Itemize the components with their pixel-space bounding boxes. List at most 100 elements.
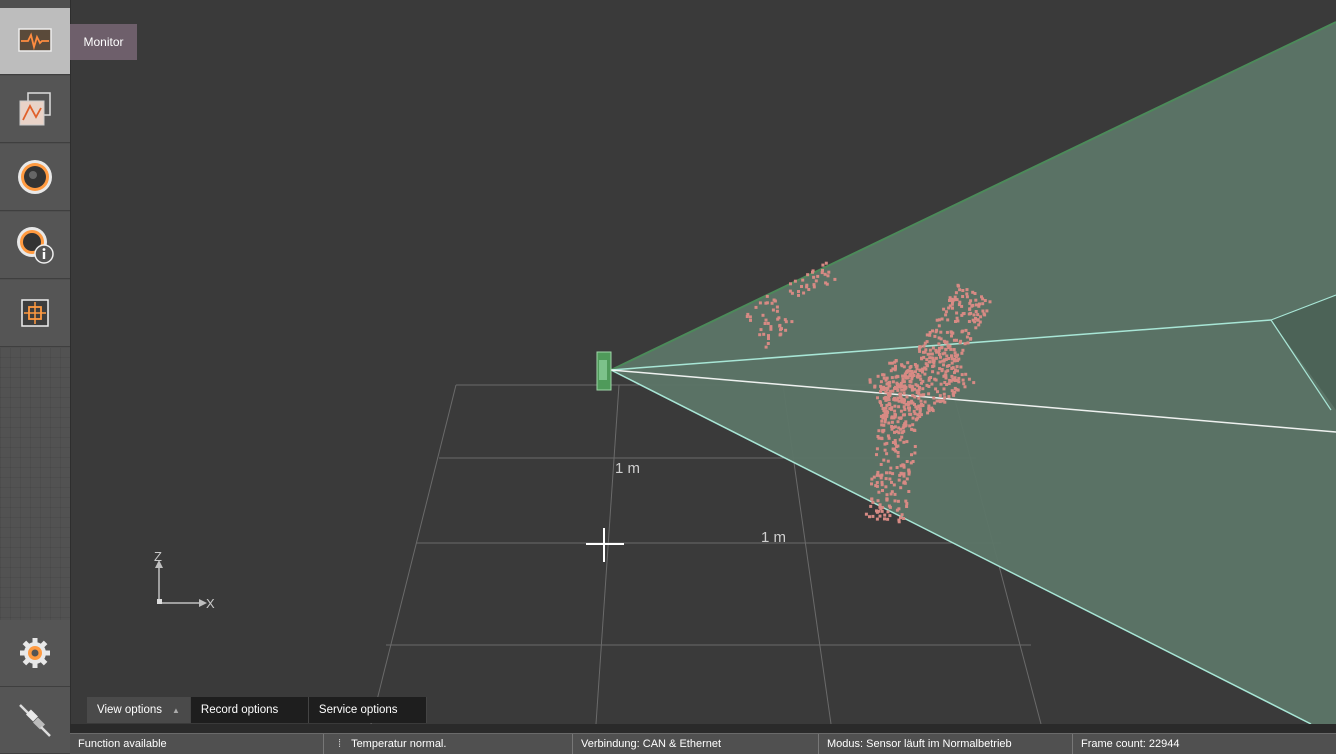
sidebar-item-calibration[interactable] xyxy=(0,280,70,347)
point xyxy=(961,312,965,316)
point xyxy=(956,353,959,357)
point xyxy=(913,451,917,455)
point xyxy=(820,271,824,275)
point xyxy=(936,371,940,375)
sidebar-item-chart[interactable] xyxy=(0,76,70,143)
point xyxy=(927,404,931,408)
point xyxy=(933,401,937,405)
point xyxy=(919,413,923,417)
point xyxy=(903,408,907,411)
monitor-tooltip: Monitor xyxy=(70,24,137,60)
point xyxy=(961,348,965,352)
point xyxy=(937,324,941,328)
tab-record-options[interactable]: Record options xyxy=(190,697,309,723)
point xyxy=(763,322,767,325)
point xyxy=(920,356,923,360)
point xyxy=(931,409,935,413)
3d-viewport[interactable]: 1 m 1 m xyxy=(71,0,1336,724)
point xyxy=(894,375,898,379)
sensor-model[interactable] xyxy=(596,351,612,391)
point xyxy=(934,330,938,334)
point xyxy=(806,273,810,277)
point xyxy=(888,403,892,407)
point xyxy=(973,292,977,295)
point xyxy=(913,412,917,416)
point xyxy=(916,389,919,393)
point xyxy=(773,299,777,303)
point xyxy=(924,348,928,352)
scene-canvas[interactable]: 1 m 1 m xyxy=(71,0,1336,724)
point xyxy=(905,477,909,481)
point xyxy=(908,412,912,416)
point xyxy=(956,369,959,373)
point xyxy=(918,407,922,411)
calibration-target-icon xyxy=(21,299,49,327)
point xyxy=(888,361,892,365)
point xyxy=(901,377,905,381)
point xyxy=(950,361,954,365)
tab-service-options[interactable]: Service options xyxy=(308,697,427,723)
sidebar-item-settings[interactable] xyxy=(0,620,70,687)
point xyxy=(883,517,886,521)
point xyxy=(932,364,936,368)
point xyxy=(893,404,897,408)
point xyxy=(881,416,885,420)
point xyxy=(927,409,931,413)
point xyxy=(893,368,897,372)
point xyxy=(901,374,905,378)
point xyxy=(953,351,957,355)
point xyxy=(975,303,978,307)
point xyxy=(893,440,897,444)
status-function-text: Function available xyxy=(78,738,167,750)
point xyxy=(968,307,972,311)
tab-view-options[interactable]: View options ▲ xyxy=(87,697,191,723)
point xyxy=(864,512,868,516)
point xyxy=(918,368,922,372)
point xyxy=(983,299,987,302)
point xyxy=(917,396,921,400)
status-function: Function available xyxy=(70,734,324,754)
point xyxy=(907,406,910,410)
point xyxy=(827,270,831,274)
point xyxy=(880,436,883,440)
sidebar-item-sensor-info[interactable] xyxy=(0,212,70,279)
point xyxy=(884,406,888,410)
point xyxy=(880,423,884,427)
point xyxy=(971,290,975,294)
point xyxy=(949,347,953,351)
point xyxy=(950,297,953,301)
point xyxy=(912,428,916,432)
point xyxy=(802,291,806,295)
point xyxy=(918,374,922,378)
sidebar-item-sensor[interactable] xyxy=(0,144,70,211)
point xyxy=(944,313,948,317)
sidebar-item-monitor[interactable] xyxy=(0,8,70,75)
point xyxy=(943,400,947,404)
point xyxy=(868,515,871,519)
point xyxy=(893,430,896,434)
point xyxy=(767,337,770,340)
point xyxy=(890,425,894,428)
point xyxy=(943,396,947,400)
point xyxy=(871,514,875,518)
point xyxy=(825,282,829,286)
point xyxy=(784,320,788,324)
point xyxy=(902,474,906,478)
point xyxy=(816,274,820,278)
point xyxy=(880,473,884,477)
point xyxy=(938,367,942,371)
point xyxy=(878,505,882,509)
point xyxy=(933,334,937,338)
point xyxy=(954,291,958,295)
point xyxy=(923,366,927,370)
point xyxy=(778,333,782,337)
point xyxy=(928,356,932,360)
point xyxy=(978,302,981,306)
point xyxy=(902,481,906,485)
point xyxy=(881,489,884,492)
point xyxy=(927,407,931,411)
point xyxy=(761,313,765,317)
sidebar-item-connection[interactable] xyxy=(0,687,70,754)
point xyxy=(902,429,906,433)
point xyxy=(937,350,940,354)
